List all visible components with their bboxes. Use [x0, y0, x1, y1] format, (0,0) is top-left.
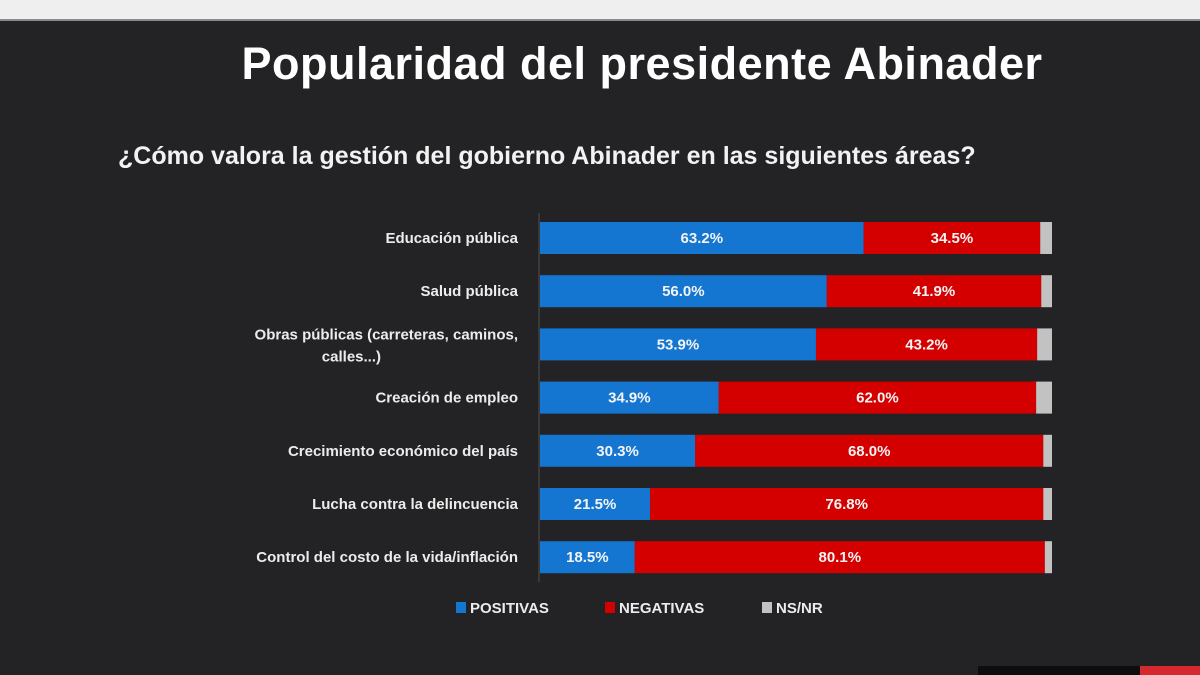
category-label: Obras públicas (carreteras, caminos, — [255, 326, 518, 343]
value-label-negativas-6: 76.8% — [825, 496, 868, 513]
footer-bar-red — [1140, 666, 1200, 675]
bar-negativas-2 — [826, 275, 1042, 308]
bar-negativas-7 — [634, 541, 1045, 574]
chart-title: Popularidad del presidente Abinader — [241, 38, 1043, 89]
value-label-negativas-7: 80.1% — [819, 549, 862, 566]
value-label-negativas-4: 62.0% — [856, 390, 899, 407]
value-label-negativas-1: 34.5% — [931, 230, 974, 247]
value-label-positivas-6: 21.5% — [574, 496, 617, 513]
legend-swatch-ns-nr — [762, 602, 772, 613]
legend-swatch-negativas — [605, 602, 615, 613]
category-label: Crecimiento económico del país — [288, 443, 518, 460]
value-label-positivas-4: 34.9% — [608, 390, 651, 407]
bar-positivas-3 — [540, 328, 816, 361]
value-labels: 63.2% 34.5% 56.0% 41.9% 53.9% 43.2% 34.9% 62.0%… — [566, 230, 973, 566]
footer-bar-dark — [978, 666, 1140, 675]
category-label: Salud pública — [420, 283, 518, 300]
value-label-positivas-7: 18.5% — [566, 549, 609, 566]
bar-negativas-6 — [650, 488, 1044, 520]
chart-subtitle: ¿Cómo valora la gestión del gobierno Abi… — [118, 142, 976, 170]
bar-positivas-5 — [540, 434, 696, 467]
value-label-negativas-3: 43.2% — [905, 336, 948, 353]
legend-label-ns-nr: NS/NR — [776, 600, 823, 617]
bar-ns-nr-7 — [1044, 541, 1052, 574]
value-label-positivas-3: 53.9% — [657, 336, 700, 353]
bar-positivas-2 — [540, 275, 827, 308]
value-label-positivas-5: 30.3% — [596, 443, 639, 460]
category-label: Educación pública — [385, 230, 518, 247]
bar-ns-nr-4 — [1036, 381, 1052, 414]
category-label: Control del costo de la vida/inflación — [256, 549, 518, 566]
legend-label-negativas: NEGATIVAS — [619, 600, 704, 617]
category-label: Lucha contra la delincuencia — [312, 496, 519, 513]
bar-ns-nr-1 — [1040, 222, 1052, 254]
value-label-negativas-5: 68.0% — [848, 443, 891, 460]
legend-label-positivas: POSITIVAS — [470, 600, 549, 617]
value-label-negativas-2: 41.9% — [913, 283, 956, 300]
category-labels: Educación pública Salud pública Obras públ… — [255, 230, 519, 566]
bar-positivas-7 — [540, 541, 635, 574]
bar-negativas-5 — [695, 434, 1044, 467]
bar-positivas-6 — [540, 488, 651, 520]
bar-ns-nr-3 — [1037, 328, 1052, 361]
browser-top-strip — [0, 0, 1200, 21]
bar-negativas-1 — [863, 222, 1041, 254]
value-label-positivas-2: 56.0% — [662, 283, 705, 300]
bar-negativas-3 — [815, 328, 1038, 361]
bar-negativas-4 — [718, 381, 1037, 414]
bar-positivas-1 — [540, 222, 864, 254]
bar-ns-nr-6 — [1043, 488, 1052, 520]
category-label-line2: calles...) — [322, 348, 381, 365]
value-label-positivas-1: 63.2% — [681, 230, 724, 247]
category-label: Creación de empleo — [375, 390, 518, 407]
bar-ns-nr-5 — [1043, 434, 1052, 467]
bars-group — [540, 222, 1052, 574]
bar-ns-nr-2 — [1041, 275, 1052, 308]
bar-positivas-4 — [540, 381, 719, 414]
legend-swatch-positivas — [456, 602, 466, 613]
legend: POSITIVAS NEGATIVAS NS/NR — [456, 600, 823, 617]
